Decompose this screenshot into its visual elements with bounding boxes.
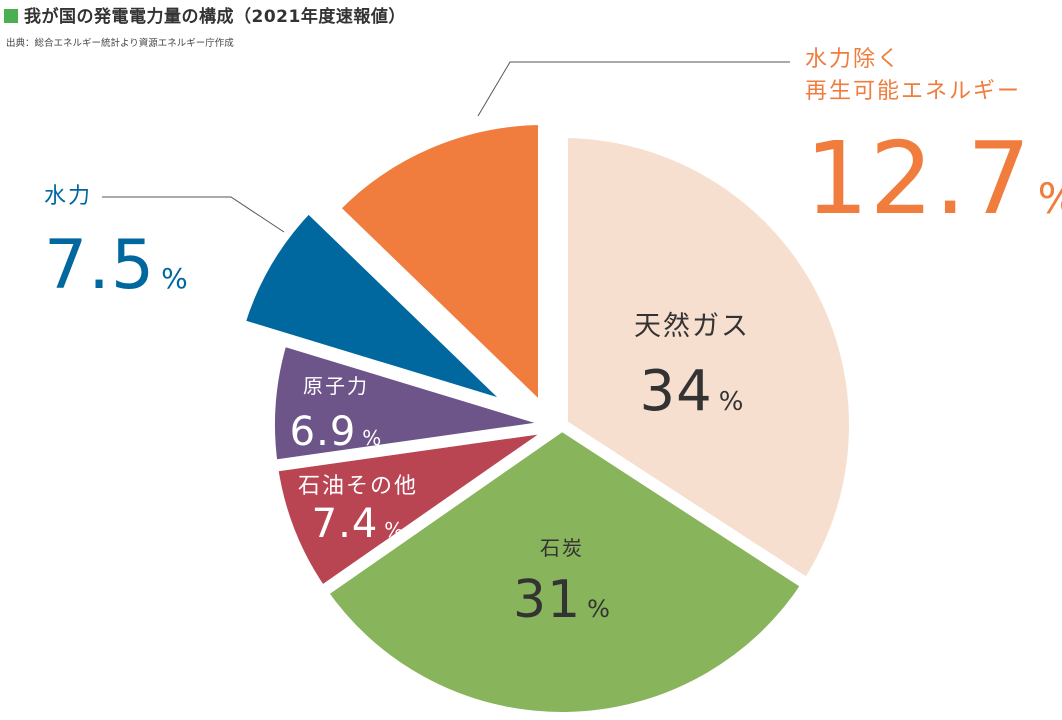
slice-value-label: 7.5% (44, 226, 189, 305)
title-block: 我が国の発電電力量の構成（2021年度速報値） 出典：総合エネルギー統計より資源… (4, 2, 406, 49)
slice-category-label: 石炭 (540, 536, 584, 560)
slice-value-label: 7.4% (312, 501, 405, 547)
slice-category-label: 天然ガス (634, 311, 750, 342)
slice-category-label: 原子力 (303, 374, 369, 398)
title-row: 我が国の発電電力量の構成（2021年度速報値） (4, 2, 406, 27)
slice-category-label: 水力 (44, 184, 92, 209)
slice-value-label: 34% (640, 359, 745, 424)
pie-slice (313, 417, 816, 720)
callout-leader-line (477, 61, 790, 117)
callout-leader-lines (102, 61, 790, 233)
pie-slices (231, 112, 861, 720)
title-marker-square (4, 8, 18, 23)
pie-slice (231, 197, 524, 416)
slice-category-label: 石油その他 (298, 474, 418, 499)
slice-value-label: 31% (513, 570, 611, 630)
slice-category-label: 再生可能エネルギー (805, 79, 1021, 104)
chart-title: 我が国の発電電力量の構成（2021年度速報値） (24, 7, 406, 27)
slice-value-label: 6.9% (290, 409, 383, 455)
source-note: 出典：総合エネルギー統計より資源エネルギー庁作成 (6, 38, 234, 49)
slice-category-label: 水力除く (805, 47, 901, 72)
pie-slice (324, 112, 550, 427)
callout-leader-line (102, 196, 285, 233)
slice-value-label: 12.7% (805, 120, 1062, 237)
